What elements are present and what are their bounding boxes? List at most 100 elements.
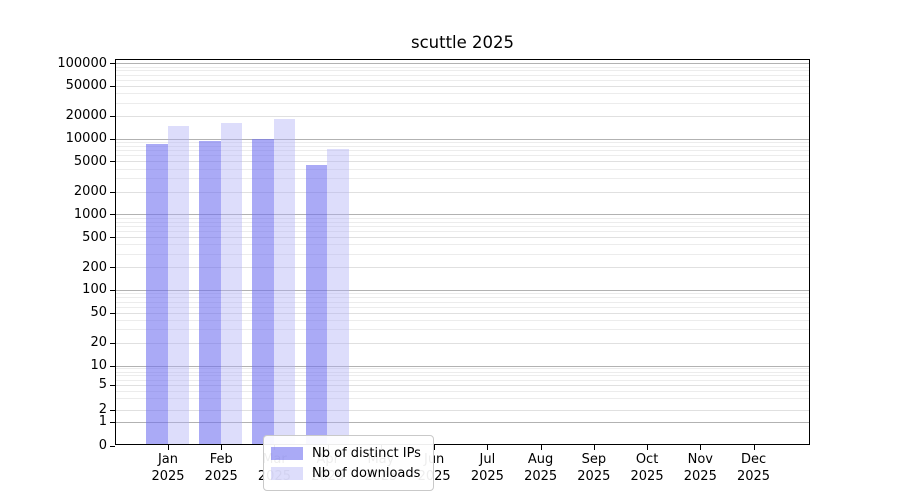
y-tick-mark bbox=[110, 161, 115, 163]
gridline-minor bbox=[116, 390, 809, 392]
gridline-minor bbox=[116, 221, 809, 223]
y-tick-label: 10 bbox=[90, 357, 107, 373]
x-tick-mark bbox=[487, 445, 489, 450]
gridline-mid bbox=[116, 267, 809, 269]
gridline-major bbox=[116, 421, 809, 423]
y-tick-mark bbox=[110, 445, 115, 447]
x-tick-label: Feb 2025 bbox=[205, 452, 238, 486]
gridline-mid bbox=[116, 161, 809, 163]
y-tick-label: 1000 bbox=[73, 206, 107, 222]
gridline-mid bbox=[116, 384, 809, 386]
x-tick-year: 2025 bbox=[630, 468, 664, 484]
gridline-minor bbox=[116, 142, 809, 144]
y-tick-mark bbox=[110, 214, 115, 216]
gridline-minor bbox=[116, 150, 809, 152]
gridline-minor bbox=[116, 368, 809, 370]
x-tick-year: 2025 bbox=[151, 468, 185, 484]
y-tick-mark bbox=[110, 138, 115, 140]
gridline-minor bbox=[116, 226, 809, 227]
gridline-minor bbox=[116, 329, 809, 331]
bar-downloads-mar bbox=[273, 119, 296, 444]
gridline-minor bbox=[116, 379, 809, 381]
gridline-minor bbox=[116, 102, 809, 104]
x-tick-month: Feb bbox=[209, 452, 233, 467]
gridline-minor bbox=[116, 301, 809, 303]
gridline-major bbox=[116, 214, 809, 216]
x-tick-month: Jul bbox=[479, 452, 496, 467]
x-tick-mark bbox=[753, 445, 755, 450]
gridline-mid bbox=[116, 312, 809, 314]
gridline-minor bbox=[116, 244, 809, 246]
gridline-minor bbox=[116, 253, 809, 255]
x-tick-label: Nov 2025 bbox=[684, 452, 717, 486]
y-tick-mark bbox=[110, 421, 115, 423]
plot-area: 0 1 2 5 10 20 50 100 200 500 1000 2000 5000 10000 2000… bbox=[57, 57, 810, 484]
y-tick-label: 2 bbox=[98, 401, 107, 417]
x-tick-mark bbox=[700, 445, 702, 450]
gridline-minor bbox=[116, 79, 809, 81]
gridline-minor bbox=[116, 293, 809, 295]
legend-item: Nb of downloads bbox=[271, 463, 421, 483]
gridline-major bbox=[116, 289, 809, 291]
bar-downloads-jan bbox=[167, 125, 189, 444]
y-tick-label: 100 bbox=[82, 282, 107, 298]
y-tick-mark bbox=[110, 384, 115, 386]
y-tick-label: 20000 bbox=[65, 108, 107, 124]
gridline-minor bbox=[116, 178, 809, 180]
legend-swatch-distinct-ips bbox=[271, 446, 303, 460]
gridline-mid bbox=[116, 191, 809, 193]
y-tick-label: 200 bbox=[82, 259, 107, 275]
y-tick-mark bbox=[110, 267, 115, 269]
x-tick-label: Sep 2025 bbox=[577, 452, 610, 486]
x-tick-year: 2025 bbox=[524, 468, 558, 484]
y-tick-label: 0 bbox=[98, 437, 107, 453]
x-tick-month: Dec bbox=[740, 452, 767, 467]
x-tick-year: 2025 bbox=[470, 468, 504, 484]
y-tick-mark bbox=[110, 115, 115, 117]
y-tick-label: 5000 bbox=[73, 153, 107, 169]
gridline-minor bbox=[116, 168, 809, 170]
bar-distinct-ips-mar bbox=[252, 139, 274, 444]
y-tick-label: 50 bbox=[90, 305, 107, 321]
y-tick-label: 20 bbox=[90, 335, 107, 351]
chart-title: scuttle 2025 bbox=[410, 33, 515, 52]
x-tick-year: 2025 bbox=[577, 468, 611, 484]
y-tick-mark bbox=[110, 365, 115, 367]
x-tick-label: Oct 2025 bbox=[631, 452, 664, 486]
gridline-mid bbox=[116, 115, 809, 117]
gridline-minor bbox=[116, 217, 809, 219]
y-tick-mark bbox=[110, 289, 115, 291]
y-tick-mark bbox=[110, 342, 115, 344]
x-tick-label: Jan 2025 bbox=[151, 452, 184, 486]
x-tick-label: Aug 2025 bbox=[524, 452, 557, 486]
x-tick-label: Dec 2025 bbox=[737, 452, 770, 486]
gridline-mid bbox=[116, 237, 809, 239]
gridline-minor bbox=[116, 231, 809, 233]
legend-label: Nb of downloads bbox=[312, 465, 421, 481]
gridline-minor bbox=[116, 319, 809, 321]
x-tick-year: 2025 bbox=[736, 468, 771, 484]
legend: Nb of distinct IPs Nb of downloads bbox=[263, 435, 434, 491]
y-tick-label: 1 bbox=[98, 413, 107, 429]
gridline-minor bbox=[116, 66, 809, 68]
y-tick-label: 500 bbox=[82, 229, 107, 245]
gridline-minor bbox=[116, 375, 809, 377]
gridline-major bbox=[116, 365, 809, 367]
x-tick-mark bbox=[168, 445, 169, 450]
x-tick-mark bbox=[540, 445, 542, 450]
y-tick-label: 100000 bbox=[57, 55, 107, 71]
y-tick-mark bbox=[110, 63, 115, 65]
x-tick-mark bbox=[593, 445, 595, 450]
gridline-minor bbox=[116, 146, 809, 148]
x-tick-mark bbox=[221, 445, 223, 450]
gridline-minor bbox=[116, 297, 809, 299]
y-tick-label: 2000 bbox=[73, 184, 107, 200]
x-tick-month: Oct bbox=[635, 452, 659, 467]
y-tick-mark bbox=[110, 312, 115, 314]
bar-distinct-ips-jan bbox=[146, 144, 168, 444]
legend-swatch-downloads bbox=[271, 466, 303, 480]
y-tick-label: 10000 bbox=[65, 131, 107, 147]
gridline-mid bbox=[116, 85, 809, 87]
gridline-mid bbox=[116, 409, 809, 411]
x-tick-month: Nov bbox=[687, 452, 713, 467]
